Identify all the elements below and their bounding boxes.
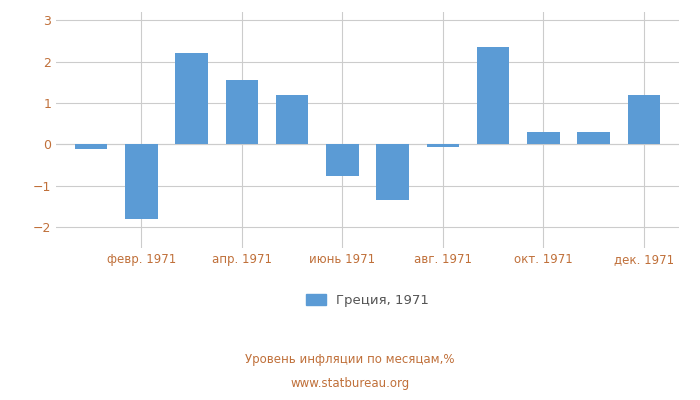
Text: Уровень инфляции по месяцам,%: Уровень инфляции по месяцам,% [245, 354, 455, 366]
Bar [377, 144, 409, 200]
Text: www.statbureau.org: www.statbureau.org [290, 378, 410, 390]
Bar [527, 132, 560, 144]
Bar [578, 132, 610, 144]
Bar [225, 80, 258, 144]
Bar [75, 144, 108, 149]
Bar [175, 54, 208, 144]
Bar [426, 144, 459, 146]
Legend: Греция, 1971: Греция, 1971 [300, 288, 435, 312]
Bar [326, 144, 358, 176]
Bar [125, 144, 158, 219]
Bar [276, 95, 309, 144]
Bar [477, 47, 510, 144]
Bar [627, 95, 660, 144]
